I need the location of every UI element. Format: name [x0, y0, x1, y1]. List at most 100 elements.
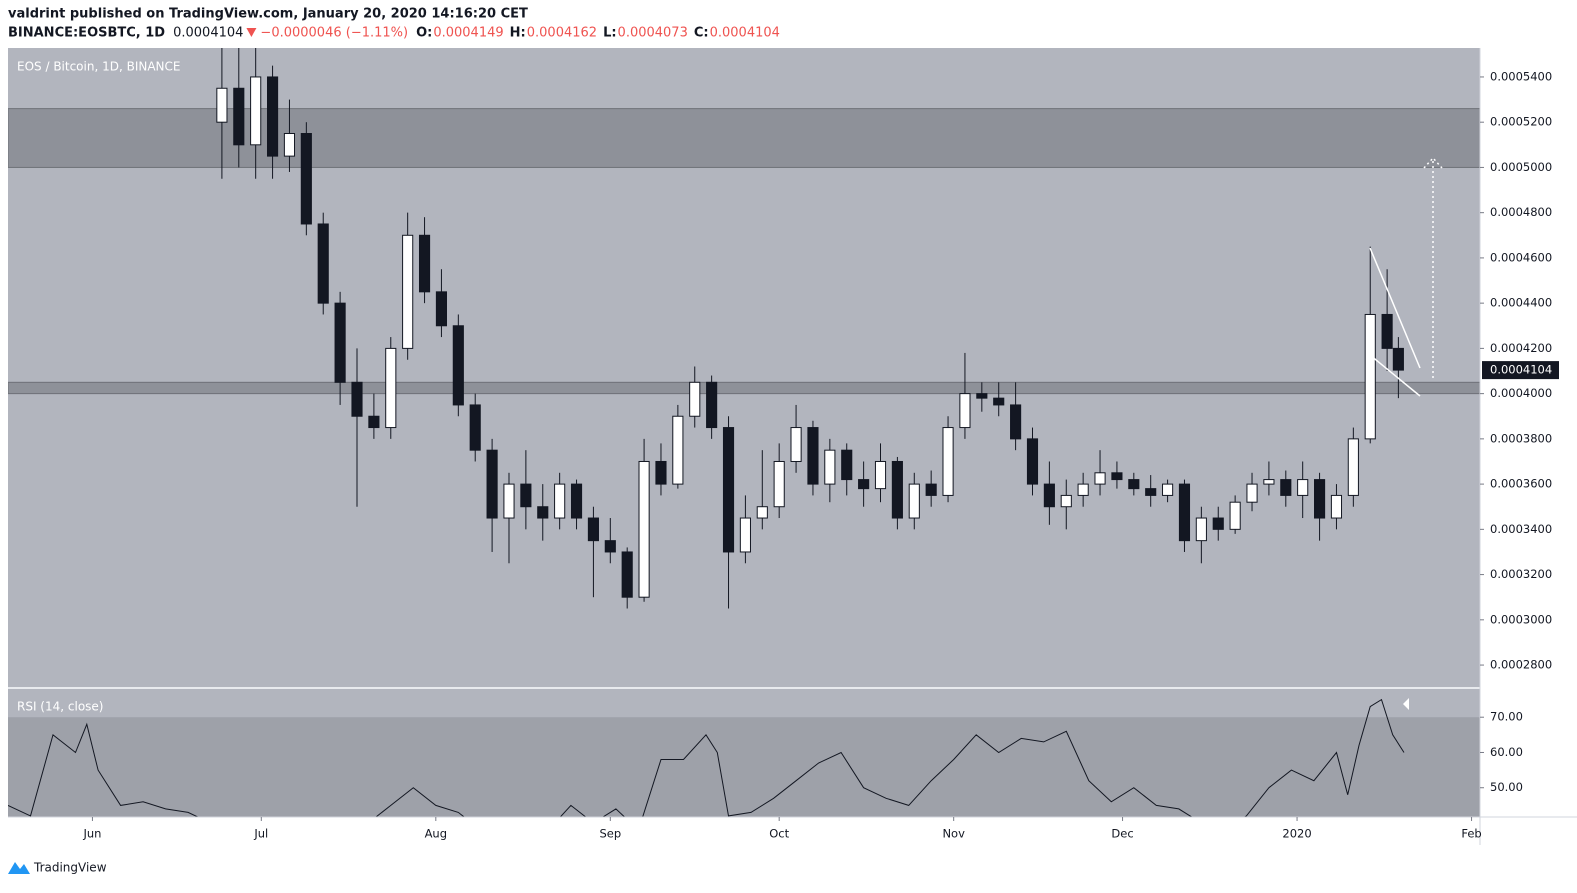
- candle-body: [1212, 517, 1224, 530]
- x-tick-label: Oct: [769, 827, 789, 841]
- candle-body: [1195, 517, 1207, 542]
- zone: [8, 381, 1480, 395]
- last-price-label: 0.0004104: [1490, 363, 1552, 377]
- ohlc-value: 0.0004073: [618, 26, 688, 41]
- candle-body: [1263, 479, 1275, 485]
- last-price-tag: [1482, 361, 1559, 380]
- ohlc-label: H:: [510, 26, 526, 41]
- candle-body: [300, 133, 312, 225]
- y-tick-label: 0.0005400: [1490, 69, 1552, 83]
- candle-body: [722, 427, 735, 553]
- candle-body: [469, 404, 481, 451]
- x-tick-label: Dec: [1111, 827, 1133, 841]
- y-tick-label: 0.0004400: [1490, 296, 1552, 310]
- ohlc-label: O:: [416, 26, 432, 41]
- candle-body: [283, 133, 296, 157]
- y-tick-label: 50.00: [1490, 780, 1523, 794]
- y-tick-label: 0.0003400: [1490, 522, 1552, 536]
- x-tick-label: Feb: [1461, 827, 1481, 841]
- publisher: valdrint published on TradingView.com, J…: [8, 7, 528, 22]
- y-tick-label: 0.0005000: [1490, 160, 1552, 174]
- candle-body: [1364, 313, 1376, 440]
- candle-body: [1330, 494, 1343, 519]
- y-tick-label: 0.0003000: [1490, 612, 1552, 626]
- candle-body: [1297, 479, 1309, 496]
- candle-body: [1314, 479, 1326, 519]
- candle-body: [587, 517, 599, 542]
- candle-body: [1381, 313, 1393, 349]
- rsi-band: [8, 717, 1480, 817]
- x-tick-label: Jul: [253, 827, 268, 841]
- y-tick-label: 0.0003800: [1490, 431, 1552, 445]
- candle-body: [334, 302, 346, 383]
- last-price: 0.0004104: [173, 26, 243, 41]
- candle-body: [1246, 483, 1258, 503]
- rsi-marker: [1403, 698, 1409, 710]
- y-tick-label: 70.00: [1490, 710, 1523, 724]
- candle-body: [233, 87, 245, 146]
- candle-body: [807, 427, 819, 485]
- x-tick-label: Aug: [425, 827, 447, 841]
- x-tick-label: 2020: [1282, 827, 1311, 841]
- candle-body: [317, 223, 329, 304]
- candle-body: [739, 517, 751, 553]
- candle-body: [1128, 479, 1140, 490]
- wedge-line: [1369, 354, 1421, 397]
- brand[interactable]: TradingView: [33, 861, 107, 875]
- candle-body: [1162, 483, 1174, 496]
- header: valdrint published on TradingView.com, J…: [8, 7, 780, 41]
- y-tick-label: 0.0004600: [1490, 250, 1552, 264]
- x-tick-label: Jun: [82, 827, 101, 841]
- candle-body: [1229, 501, 1241, 530]
- y-tick-label: 0.0004800: [1490, 205, 1552, 219]
- wedge-line: [1369, 247, 1421, 369]
- candle-body: [790, 427, 802, 462]
- candle-body: [959, 393, 971, 429]
- candle-body: [1145, 488, 1157, 496]
- candle-body: [520, 483, 532, 508]
- candle-body: [250, 76, 262, 146]
- ohlc-label: L:: [603, 26, 616, 41]
- y-tick-label: 0.0003600: [1490, 477, 1552, 491]
- candle-body: [756, 506, 768, 519]
- rsi-line: [8, 698, 1405, 817]
- ohlc-value: 0.0004104: [710, 26, 780, 41]
- price-plot: [8, 48, 1480, 609]
- pane-title: RSI (14, close): [17, 700, 103, 714]
- candle-body: [537, 506, 549, 519]
- x-tick-label: Sep: [599, 827, 621, 841]
- ohlc-label: C:: [694, 26, 709, 41]
- candle-body: [908, 483, 920, 519]
- candle-body: [435, 291, 448, 327]
- candle-body: [706, 381, 718, 429]
- candle-body: [1060, 494, 1072, 508]
- candle-body: [1111, 472, 1123, 481]
- change: −0.0000046 (−1.11%): [260, 26, 408, 41]
- candle-body: [1026, 438, 1039, 485]
- pane-title: EOS / Bitcoin, 1D, BINANCE: [17, 60, 181, 74]
- candle-body: [418, 234, 431, 293]
- candle-body: [503, 483, 515, 519]
- candle-body: [351, 381, 363, 417]
- y-tick-label: 0.0004200: [1490, 341, 1552, 355]
- y-tick-label: 0.0002800: [1490, 658, 1552, 672]
- candle-body: [385, 347, 397, 429]
- candle-body: [266, 76, 279, 157]
- y-tick-label: 0.0005200: [1490, 115, 1552, 129]
- candle-body: [1347, 438, 1359, 496]
- overlay: [1369, 156, 1443, 710]
- y-tick-label: 60.00: [1490, 745, 1523, 759]
- candle-body: [1094, 472, 1106, 485]
- candle-body: [638, 460, 650, 598]
- candle-body: [452, 325, 464, 406]
- candle-body: [486, 449, 498, 519]
- candle-body: [1010, 404, 1022, 440]
- candle-body: [604, 540, 616, 553]
- candle-body: [554, 483, 566, 519]
- candle-body: [1077, 483, 1089, 496]
- candle-body: [858, 479, 870, 490]
- y-tick-label: 0.0003200: [1490, 567, 1552, 581]
- ohlc-value: 0.0004149: [433, 26, 503, 41]
- logo[interactable]: TradingView: [8, 861, 107, 875]
